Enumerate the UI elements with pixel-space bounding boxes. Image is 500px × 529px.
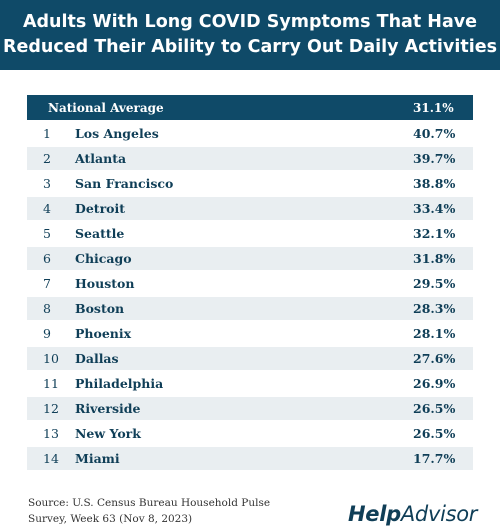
- national-average-row: National Average 31.1%: [27, 95, 473, 120]
- rank-cell: 3: [43, 176, 51, 191]
- table-row: 1 Los Angeles 40.7%: [27, 122, 473, 145]
- value-cell: 17.7%: [413, 451, 456, 466]
- table-row: 6 Chicago 31.8%: [27, 247, 473, 270]
- rank-cell: 4: [43, 201, 51, 216]
- value-cell: 32.1%: [413, 226, 456, 241]
- city-cell: Philadelphia: [75, 376, 164, 391]
- rank-cell: 2: [43, 151, 51, 166]
- value-cell: 31.8%: [413, 251, 456, 266]
- source-note: Source: U.S. Census Bureau Household Pul…: [28, 495, 328, 527]
- city-cell: San Francisco: [75, 176, 174, 191]
- table-row: 7 Houston 29.5%: [27, 272, 473, 295]
- city-cell: Los Angeles: [75, 126, 159, 141]
- city-cell: Atlanta: [75, 151, 127, 166]
- table-body: 1 Los Angeles 40.7% 2 Atlanta 39.7% 3 San Franc…: [27, 122, 473, 470]
- value-cell: 27.6%: [413, 351, 456, 366]
- city-cell: Seattle: [75, 226, 125, 241]
- rank-cell: 7: [43, 276, 51, 291]
- ranking-table: National Average 31.1% 1 Los Angeles 40.7%…: [27, 95, 473, 470]
- table-row: 9 Phoenix 28.1%: [27, 322, 473, 345]
- table-row: 4 Detroit 33.4%: [27, 197, 473, 220]
- value-cell: 33.4%: [413, 201, 456, 216]
- logo-text-advisor: Advisor: [400, 502, 478, 526]
- title-line-2: Reduced Their Ability to Carry Out Daily…: [3, 37, 497, 57]
- value-cell: 28.1%: [413, 326, 456, 341]
- table-row: 10 Dallas 27.6%: [27, 347, 473, 370]
- table-row: 13 New York 26.5%: [27, 422, 473, 445]
- city-cell: Dallas: [75, 351, 119, 366]
- rank-cell: 13: [43, 426, 59, 441]
- rank-cell: 8: [43, 301, 51, 316]
- title-banner: Adults With Long COVID Symptoms That Hav…: [0, 0, 500, 70]
- rank-cell: 11: [43, 376, 59, 391]
- city-cell: Phoenix: [75, 326, 132, 341]
- national-average-label: National Average: [48, 100, 164, 115]
- value-cell: 26.5%: [413, 426, 456, 441]
- city-cell: Miami: [75, 451, 120, 466]
- helpadvisor-logo: HelpAdvisor: [348, 502, 477, 526]
- city-cell: Boston: [75, 301, 125, 316]
- rank-cell: 14: [43, 451, 59, 466]
- table-row: 2 Atlanta 39.7%: [27, 147, 473, 170]
- national-average-value: 31.1%: [413, 100, 454, 115]
- table-row: 3 San Francisco 38.8%: [27, 172, 473, 195]
- city-cell: Riverside: [75, 401, 141, 416]
- city-cell: New York: [75, 426, 141, 441]
- value-cell: 39.7%: [413, 151, 456, 166]
- value-cell: 38.8%: [413, 176, 456, 191]
- value-cell: 29.5%: [413, 276, 456, 291]
- rank-cell: 12: [43, 401, 59, 416]
- rank-cell: 5: [43, 226, 51, 241]
- city-cell: Houston: [75, 276, 135, 291]
- table-row: 12 Riverside 26.5%: [27, 397, 473, 420]
- rank-cell: 6: [43, 251, 51, 266]
- city-cell: Detroit: [75, 201, 126, 216]
- logo-text-help: Help: [348, 502, 401, 526]
- city-cell: Chicago: [75, 251, 132, 266]
- rank-cell: 9: [43, 326, 51, 341]
- source-line-2: Survey, Week 63 (Nov 8, 2023): [28, 513, 193, 525]
- table-row: 8 Boston 28.3%: [27, 297, 473, 320]
- table-row: 11 Philadelphia 26.9%: [27, 372, 473, 395]
- value-cell: 28.3%: [413, 301, 456, 316]
- value-cell: 40.7%: [413, 126, 456, 141]
- table-row: 5 Seattle 32.1%: [27, 222, 473, 245]
- table-row: 14 Miami 17.7%: [27, 447, 473, 470]
- rank-cell: 1: [43, 126, 51, 141]
- value-cell: 26.9%: [413, 376, 456, 391]
- rank-cell: 10: [43, 351, 59, 366]
- title-line-1: Adults With Long COVID Symptoms That Hav…: [22, 12, 478, 32]
- source-line-1: Source: U.S. Census Bureau Household Pul…: [28, 497, 271, 509]
- value-cell: 26.5%: [413, 401, 456, 416]
